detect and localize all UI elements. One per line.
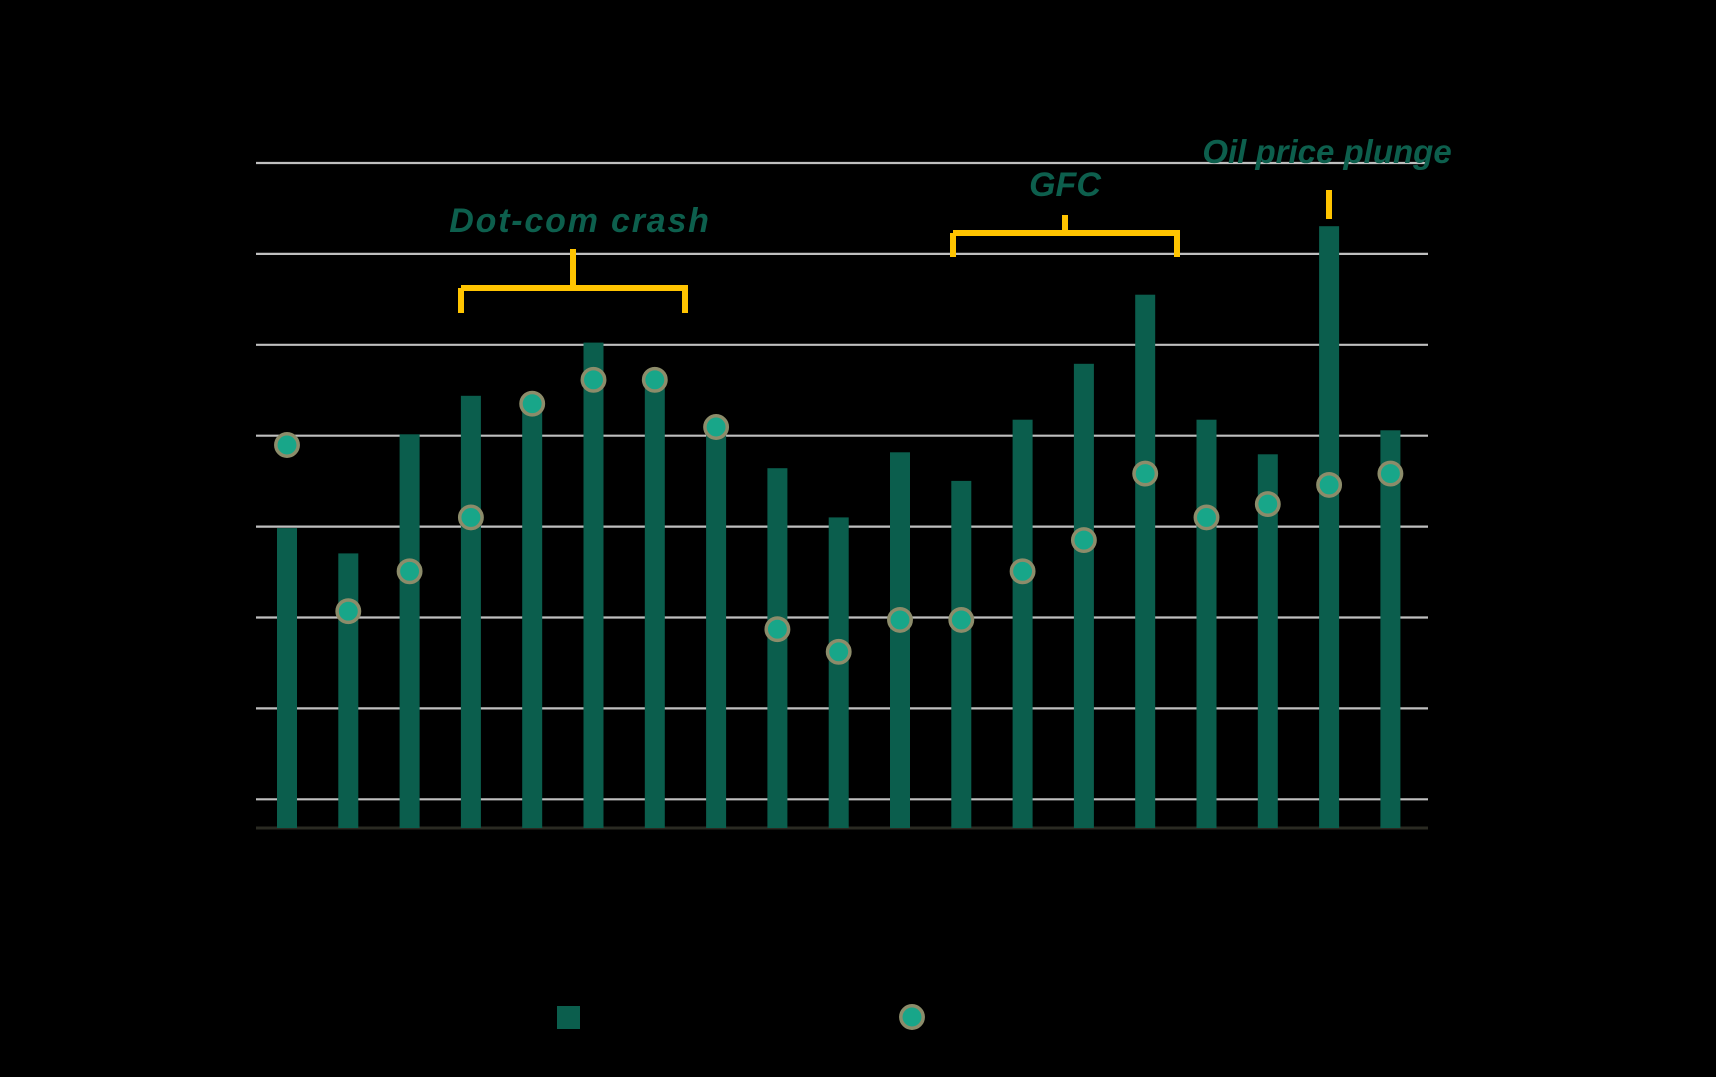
svg-text:Dot-com crash: Dot-com crash — [449, 202, 710, 240]
svg-text:Oil price plunge: Oil price plunge — [1202, 133, 1451, 170]
svg-text:GFC: GFC — [1029, 166, 1101, 204]
